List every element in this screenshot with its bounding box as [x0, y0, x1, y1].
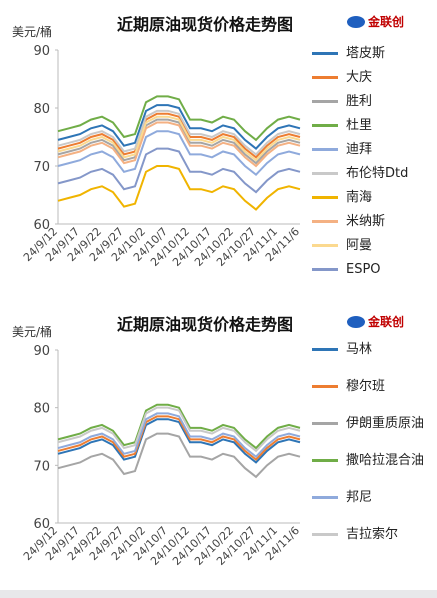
legend-swatch — [312, 100, 338, 103]
legend-swatch — [312, 459, 338, 462]
legend-item: 南海 — [312, 188, 430, 207]
series-line — [57, 412, 301, 459]
logo: 金联创 — [367, 314, 404, 329]
legend-swatch — [312, 52, 338, 55]
legend-swatch — [312, 244, 338, 247]
series-line — [57, 403, 301, 450]
legend-item: 胜利 — [312, 92, 430, 111]
legend-label: 撒哈拉混合油 — [346, 453, 425, 468]
y-tick-label: 90 — [33, 344, 50, 359]
legend-item: ESPO — [312, 260, 430, 279]
legend-swatch — [312, 533, 338, 536]
legend-item: 杜里 — [312, 116, 430, 135]
legend-label: 布伦特Dtd — [346, 166, 409, 181]
legend-label: 塔皮斯 — [346, 46, 386, 61]
y-axis-label: 美元/桶 — [12, 324, 52, 339]
y-tick-label: 90 — [33, 44, 50, 59]
legend-label: ESPO — [346, 262, 381, 277]
legend-swatch — [312, 196, 338, 199]
legend-label: 穆尔班 — [346, 379, 386, 394]
series-line — [57, 112, 301, 159]
series-line — [57, 165, 301, 211]
legend-item: 大庆 — [312, 68, 430, 87]
legend-item: 穆尔班 — [312, 377, 430, 396]
chart-title: 近期原油现货价格走势图 — [117, 315, 293, 334]
legend-swatch — [312, 268, 338, 271]
legend-swatch — [312, 348, 338, 351]
y-tick-label: 60 — [33, 517, 50, 532]
legend-label: 马林 — [346, 342, 373, 357]
legend-label: 阿曼 — [346, 238, 373, 253]
legend-label: 伊朗重质原油 — [346, 416, 425, 431]
legend-label: 南海 — [346, 190, 373, 205]
logo: 金联创 — [367, 14, 404, 29]
series-line — [57, 109, 301, 156]
series-line — [57, 115, 301, 162]
legend-label: 吉拉索尔 — [346, 527, 399, 542]
series-line — [57, 118, 301, 165]
legend-label: 胜利 — [346, 94, 373, 109]
legend-item: 伊朗重质原油 — [312, 414, 430, 433]
y-tick-label: 60 — [33, 218, 50, 233]
legend-label: 邦尼 — [346, 490, 373, 505]
series-line — [57, 147, 301, 194]
legend-swatch — [312, 124, 338, 127]
legend-label: 杜里 — [346, 118, 373, 133]
legend-swatch — [312, 422, 338, 425]
y-tick-label: 80 — [33, 102, 50, 117]
legend-item: 吉拉索尔 — [312, 525, 430, 544]
legend-swatch — [312, 76, 338, 79]
y-tick-label: 80 — [33, 402, 50, 417]
legend-swatch — [312, 220, 338, 223]
chart-title: 近期原油现货价格走势图 — [117, 15, 293, 34]
legend: 马林穆尔班伊朗重质原油 撒哈拉混合油 邦尼吉拉索尔 — [312, 340, 430, 544]
y-tick-label: 70 — [33, 160, 50, 175]
legend-swatch — [312, 148, 338, 151]
legend-item: 邦尼 — [312, 488, 430, 507]
logo-icon — [347, 316, 365, 328]
logo-icon — [347, 16, 365, 28]
legend-item: 塔皮斯 — [312, 44, 430, 63]
footer-bar — [0, 590, 437, 598]
y-tick-label: 70 — [33, 459, 50, 474]
series-line — [57, 121, 301, 168]
legend-item: 米纳斯 — [312, 212, 430, 231]
y-axis-label: 美元/桶 — [12, 24, 52, 39]
series-line — [57, 95, 301, 142]
legend-label: 大庆 — [346, 70, 373, 85]
series-line — [57, 406, 301, 453]
legend: 塔皮斯大庆胜利杜里迪拜布伦特Dtd 南海米纳斯阿曼 ESPO — [312, 44, 430, 279]
legend-label: 迪拜 — [346, 142, 373, 157]
legend-label: 米纳斯 — [346, 214, 386, 229]
series-line — [57, 432, 301, 479]
series-line — [57, 130, 301, 177]
legend-item: 迪拜 — [312, 140, 430, 159]
series-line — [57, 104, 301, 150]
legend-swatch — [312, 172, 338, 175]
series-line — [57, 418, 301, 464]
legend-item: 阿曼 — [312, 236, 430, 255]
series-line — [57, 415, 301, 461]
legend-item: 布伦特Dtd — [312, 164, 430, 183]
legend-item: 马林 — [312, 340, 430, 359]
legend-item: 撒哈拉混合油 — [312, 451, 430, 470]
legend-swatch — [312, 385, 338, 388]
legend-swatch — [312, 496, 338, 499]
